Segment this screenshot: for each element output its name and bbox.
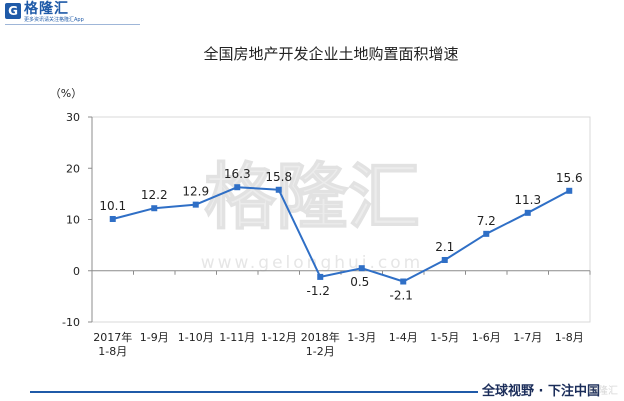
x-tick-label-line: 1-10月 [178, 331, 214, 344]
x-tick-label: 1-3月 [347, 331, 376, 344]
data-label: 12.9 [182, 185, 209, 199]
data-point [400, 278, 407, 285]
footer: 全球视野 · 下注中国 格隆汇 [0, 380, 624, 401]
y-tick-label: 30 [66, 111, 80, 124]
data-label: 7.2 [477, 214, 496, 228]
data-point [524, 209, 531, 216]
x-tick-label-line: 2017年 [93, 330, 132, 344]
brand-name: 格隆汇 [24, 1, 69, 17]
x-tick-label: 1-4月 [389, 331, 418, 344]
data-point [566, 187, 573, 194]
x-tick-label: 1-10月 [178, 331, 214, 344]
data-point [234, 184, 241, 191]
watermark-url: www.gelonghui.com [201, 253, 423, 273]
data-label: 0.5 [350, 275, 369, 289]
data-label: -1.2 [307, 284, 330, 298]
x-tick-label: 1-7月 [513, 331, 542, 344]
x-tick-label-line: 1-11月 [219, 331, 255, 344]
data-label: 15.6 [556, 171, 583, 185]
watermark: 格隆汇 www.gelonghui.com [201, 155, 423, 274]
chart-title: 全国房地产开发企业土地购置面积增速 [203, 45, 458, 63]
watermark-brand: 格隆汇 [204, 155, 420, 239]
data-point [358, 265, 365, 272]
data-point [483, 230, 490, 237]
x-tick-label-line: 1-8月 [555, 331, 584, 344]
logo-letter: G [8, 4, 18, 18]
x-tick-label: 1-8月 [555, 331, 584, 344]
x-tick-label-line: 1-2月 [306, 345, 335, 358]
x-tick-label-line: 1-12月 [261, 331, 297, 344]
data-point [317, 273, 324, 280]
data-point [192, 201, 199, 208]
x-tick-label-line: 1-6月 [472, 331, 501, 344]
data-label: 2.1 [435, 240, 454, 254]
x-tick-label: 1-11月 [219, 331, 255, 344]
data-point [275, 186, 282, 193]
data-point [441, 256, 448, 263]
x-tick-label-line: 1-7月 [513, 331, 542, 344]
x-tick-label: 2017年 1-8月 [93, 330, 132, 358]
header-divider [5, 24, 140, 25]
brand-header: G 格隆汇 更多资讯请关注格隆汇App [0, 0, 624, 26]
y-tick-label: -10 [62, 316, 80, 329]
corner-watermark: 格隆汇 [588, 386, 618, 397]
x-tick-label: 1-6月 [472, 331, 501, 344]
x-tick-label: 1-5月 [430, 331, 459, 344]
data-label: 12.2 [141, 188, 168, 202]
x-tick-label-line: 1-9月 [140, 331, 169, 344]
data-label: 16.3 [224, 167, 251, 181]
footer-slogan: 全球视野 · 下注中国 [482, 384, 600, 399]
x-tick-label-line: 2018年 [301, 330, 340, 344]
data-label: 15.8 [265, 170, 292, 184]
x-tick-label: 1-9月 [140, 331, 169, 344]
data-label: 10.1 [99, 199, 126, 213]
y-tick-label: 0 [73, 265, 80, 278]
y-tick-label: 20 [66, 162, 80, 175]
x-tick-label-line: 1-4月 [389, 331, 418, 344]
x-tick-label-line: 1-8月 [98, 345, 127, 358]
data-point [109, 215, 116, 222]
data-label: -2.1 [390, 289, 413, 303]
brand-tagline: 更多资讯请关注格隆汇App [24, 17, 84, 23]
x-tick-label-line: 1-5月 [430, 331, 459, 344]
x-tick-label: 2018年 1-2月 [301, 330, 340, 358]
footer-divider [30, 391, 478, 393]
data-label: 11.3 [514, 193, 541, 207]
x-tick-label-line: 1-3月 [347, 331, 376, 344]
x-tick-label: 1-12月 [261, 331, 297, 344]
data-point [151, 205, 158, 212]
logo-icon: G [5, 3, 21, 19]
y-axis-label: （%） [50, 87, 82, 100]
y-tick-label: 10 [66, 214, 80, 227]
series-line [112, 186, 570, 283]
